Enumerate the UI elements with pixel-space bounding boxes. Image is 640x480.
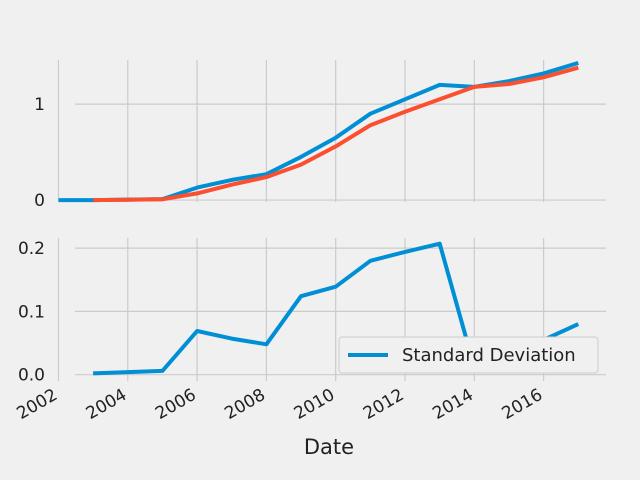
legend: Standard Deviation xyxy=(338,336,599,374)
bottom-y-tick-label: 0.1 xyxy=(18,302,45,322)
top-y-tick-label: 0 xyxy=(34,191,45,211)
bottom-y-tick-labels: 0.0 0.1 0.2 xyxy=(18,239,45,386)
x-axis-label: Date xyxy=(304,435,354,459)
bottom-y-tick-label: 0.0 xyxy=(18,366,45,386)
top-panel: 01 xyxy=(34,60,606,211)
top-series-1-line xyxy=(93,65,579,203)
legend-label: Standard Deviation xyxy=(402,345,576,366)
top-y-tick-label: 1 xyxy=(34,95,45,115)
top-series-group xyxy=(58,60,579,203)
bottom-y-tick-label: 0.2 xyxy=(18,239,45,259)
bottom-grid xyxy=(57,238,606,381)
legend-box xyxy=(338,336,599,374)
top-y-tick-labels: 01 xyxy=(34,95,45,211)
